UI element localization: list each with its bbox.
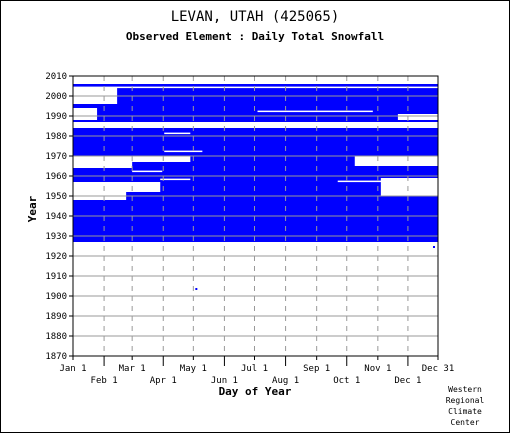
credit-line: Western	[448, 385, 482, 394]
x-tick-label: Jun 1	[211, 376, 238, 386]
wrcc-credit: Western Regional Climate Center	[435, 384, 495, 428]
x-tick-label: Dec 31	[422, 364, 455, 374]
y-tick-label: 2000	[45, 92, 67, 102]
credit-line: Center	[450, 418, 480, 427]
x-tick-label: Mar 1	[119, 364, 146, 374]
missing-data-line	[164, 150, 203, 153]
y-tick-label: 1910	[45, 272, 67, 282]
x-tick-label: Jul 1	[241, 364, 268, 374]
y-tick-label: 1900	[45, 292, 67, 302]
credit-line: Regional	[445, 396, 485, 405]
missing-data-line	[73, 86, 438, 89]
missing-data-block	[397, 114, 438, 120]
y-tick-label: 1920	[45, 252, 67, 262]
y-tick-label: 1980	[45, 132, 67, 142]
missing-data-block	[73, 182, 161, 192]
missing-data-block	[132, 156, 191, 162]
missing-data-line	[257, 110, 373, 113]
y-tick-label: 1970	[45, 152, 67, 162]
missing-data-line	[132, 170, 163, 173]
y-tick-label: 1870	[45, 352, 67, 362]
x-tick-label: Aug 1	[272, 376, 299, 386]
y-tick-label: 1880	[45, 332, 67, 342]
y-tick-label: 2010	[45, 72, 67, 82]
y-tick-label: 1990	[45, 112, 67, 122]
y-tick-label: 1930	[45, 232, 67, 242]
x-tick-label: Dec 1	[394, 376, 421, 386]
y-tick-label: 1890	[45, 312, 67, 322]
x-tick-label: Feb 1	[91, 376, 118, 386]
data-point	[432, 246, 435, 248]
x-tick-label: Nov 1	[364, 364, 391, 374]
x-axis-label: Day of Year	[219, 385, 292, 398]
chart-subtitle: Observed Element : Daily Total Snowfall	[125, 30, 385, 43]
x-tick-label: Sep 1	[303, 364, 330, 374]
x-tick-label: May 1	[180, 364, 207, 374]
x-tick-label: Oct 1	[333, 376, 360, 386]
y-axis-label: Year	[26, 195, 39, 222]
missing-data-block	[380, 178, 438, 196]
x-tick-label: Jan 1	[59, 364, 86, 374]
missing-data-block	[354, 156, 438, 166]
y-tick-label: 1960	[45, 172, 67, 182]
missing-data-block	[73, 108, 98, 120]
missing-data-block	[73, 122, 438, 128]
chart-title: LEVAN, UTAH (425065)	[170, 9, 340, 25]
y-tick-label: 1950	[45, 192, 67, 202]
data-point	[414, 220, 417, 222]
missing-data-line	[337, 180, 403, 183]
missing-data-line	[164, 132, 191, 135]
missing-data-line	[160, 178, 191, 181]
y-tick-label: 1940	[45, 212, 67, 222]
missing-data-block	[73, 156, 133, 168]
x-tick-label: Apr 1	[150, 376, 177, 386]
credit-line: Climate	[448, 407, 482, 416]
data-point	[195, 288, 198, 290]
